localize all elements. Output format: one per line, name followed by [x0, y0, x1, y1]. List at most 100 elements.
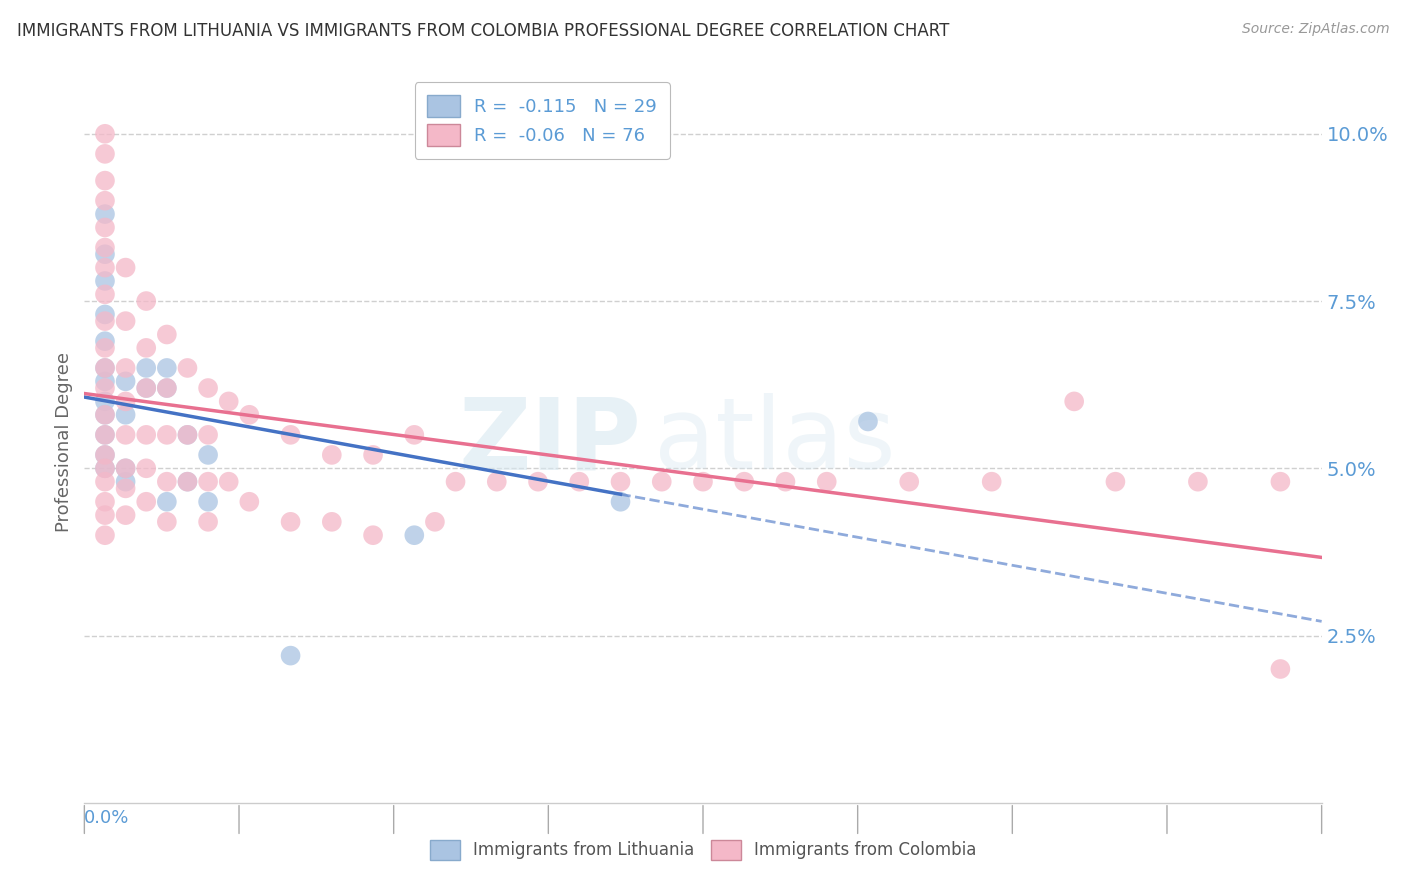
Point [94, 260, 117, 275]
Point [94, 247, 117, 261]
Point [321, 448, 343, 462]
Point [94, 475, 117, 489]
Point [197, 381, 219, 395]
Point [815, 475, 838, 489]
Point [94, 307, 117, 321]
Point [114, 475, 136, 489]
Point [94, 381, 117, 395]
Point [94, 220, 117, 235]
Point [280, 515, 302, 529]
Point [94, 314, 117, 328]
Point [197, 448, 219, 462]
Point [856, 414, 879, 428]
Point [156, 427, 179, 442]
Point [609, 494, 631, 508]
Point [609, 475, 631, 489]
Y-axis label: Professional Degree: Professional Degree [55, 351, 73, 532]
Point [94, 448, 117, 462]
Point [94, 427, 117, 442]
Point [423, 515, 446, 529]
Point [94, 448, 117, 462]
Point [114, 508, 136, 523]
Text: Source: ZipAtlas.com: Source: ZipAtlas.com [1241, 22, 1389, 37]
Point [94, 341, 117, 355]
Point [94, 360, 117, 375]
Point [94, 394, 117, 409]
Point [94, 194, 117, 208]
Point [197, 515, 219, 529]
Point [568, 475, 591, 489]
Point [280, 427, 302, 442]
Point [114, 394, 136, 409]
Point [218, 394, 240, 409]
Point [135, 341, 157, 355]
Point [1270, 475, 1292, 489]
Point [197, 475, 219, 489]
Point [692, 475, 714, 489]
Point [135, 494, 157, 508]
Point [114, 461, 136, 475]
Point [156, 515, 179, 529]
Point [156, 381, 179, 395]
Point [156, 475, 179, 489]
Point [898, 475, 921, 489]
Point [135, 427, 157, 442]
Point [94, 240, 117, 255]
Point [94, 127, 117, 141]
Point [238, 494, 260, 508]
Point [280, 648, 302, 663]
Point [156, 381, 179, 395]
Point [361, 448, 384, 462]
Point [197, 427, 219, 442]
Point [114, 408, 136, 422]
Text: atlas: atlas [654, 393, 896, 490]
Point [651, 475, 673, 489]
Legend: Immigrants from Lithuania, Immigrants from Colombia: Immigrants from Lithuania, Immigrants fr… [423, 833, 983, 867]
Point [980, 475, 1002, 489]
Point [527, 475, 550, 489]
Text: IMMIGRANTS FROM LITHUANIA VS IMMIGRANTS FROM COLOMBIA PROFESSIONAL DEGREE CORREL: IMMIGRANTS FROM LITHUANIA VS IMMIGRANTS … [17, 22, 949, 40]
Point [94, 408, 117, 422]
Point [94, 461, 117, 475]
Point [135, 381, 157, 395]
Point [135, 293, 157, 308]
Point [1270, 662, 1292, 676]
Point [156, 360, 179, 375]
Point [156, 327, 179, 342]
Point [321, 515, 343, 529]
Point [94, 287, 117, 301]
Point [218, 475, 240, 489]
Point [94, 274, 117, 288]
Point [94, 528, 117, 542]
Point [94, 173, 117, 188]
Text: ZIP: ZIP [458, 393, 641, 490]
Point [238, 408, 260, 422]
Point [94, 146, 117, 161]
Point [94, 508, 117, 523]
Point [1063, 394, 1085, 409]
Point [114, 374, 136, 388]
Point [176, 475, 198, 489]
Point [156, 494, 179, 508]
Point [1187, 475, 1209, 489]
Point [94, 461, 117, 475]
Point [404, 427, 426, 442]
Point [94, 408, 117, 422]
Point [775, 475, 797, 489]
Point [404, 528, 426, 542]
Point [733, 475, 755, 489]
Point [485, 475, 508, 489]
Point [176, 427, 198, 442]
Point [114, 461, 136, 475]
Point [135, 360, 157, 375]
Point [135, 381, 157, 395]
Point [361, 528, 384, 542]
Point [94, 207, 117, 221]
Point [176, 475, 198, 489]
Point [94, 334, 117, 348]
Point [94, 374, 117, 388]
Point [197, 494, 219, 508]
Point [114, 481, 136, 495]
Point [94, 360, 117, 375]
Point [444, 475, 467, 489]
